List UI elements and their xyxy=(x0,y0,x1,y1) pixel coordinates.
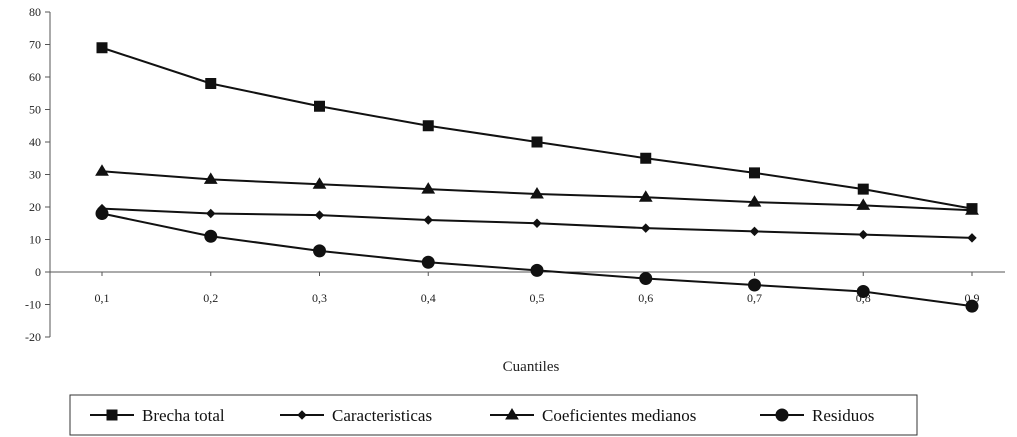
data-point xyxy=(95,164,109,176)
y-tick-label: 30 xyxy=(29,168,41,182)
data-point xyxy=(203,172,218,184)
y-tick-label: 40 xyxy=(29,135,41,149)
y-axis: 80 70 60 50 40 30 20 10 0 -10 -20 xyxy=(25,5,51,344)
data-point xyxy=(204,229,218,243)
y-tick-label: 60 xyxy=(29,70,41,84)
x-tick-label: 0,4 xyxy=(421,291,436,305)
x-axis: 0,10,20,30,40,50,60,70,80,9 xyxy=(50,271,1005,305)
legend-marker xyxy=(775,408,789,422)
y-tick-label: 20 xyxy=(29,200,41,214)
y-tick-label: -10 xyxy=(25,298,41,312)
y-tick-label: -20 xyxy=(25,330,41,344)
data-point xyxy=(749,167,760,179)
data-point xyxy=(314,210,325,220)
data-point xyxy=(530,187,544,199)
data-point xyxy=(749,226,760,237)
x-tick-label: 0,5 xyxy=(530,291,545,305)
data-point xyxy=(748,278,761,292)
data-point xyxy=(857,183,869,195)
legend-marker xyxy=(106,409,118,421)
series-circle xyxy=(95,207,979,313)
data-point xyxy=(421,255,435,269)
legend-marker xyxy=(505,408,519,420)
data-point xyxy=(858,229,868,240)
y-tick-label: 80 xyxy=(29,5,41,19)
data-point xyxy=(531,136,543,148)
data-point xyxy=(965,203,979,215)
y-tick-label: 70 xyxy=(29,38,41,52)
y-tick-label: 0 xyxy=(35,265,41,279)
data-point xyxy=(967,233,977,243)
legend-label: Brecha total xyxy=(142,406,225,425)
data-point xyxy=(314,100,325,112)
data-point xyxy=(312,177,327,189)
legend-label: Caracteristicas xyxy=(332,406,432,425)
legend-label: Residuos xyxy=(812,406,874,425)
data-point xyxy=(641,223,651,233)
series-triangle xyxy=(95,164,979,215)
data-point xyxy=(856,285,870,298)
data-point xyxy=(856,198,871,210)
series-diamond xyxy=(97,203,977,243)
data-point xyxy=(313,244,326,258)
x-tick-label: 0,3 xyxy=(312,291,327,305)
data-point xyxy=(205,78,217,89)
x-tick-label: 0,6 xyxy=(638,291,653,305)
data-point xyxy=(530,263,544,277)
y-tick-label: 50 xyxy=(29,103,41,117)
data-point xyxy=(638,190,653,202)
x-tick-label: 0,2 xyxy=(203,291,218,305)
data-point xyxy=(639,272,653,285)
data-point xyxy=(640,152,652,164)
data-point xyxy=(206,208,216,219)
x-tick-label: 0,7 xyxy=(747,291,762,305)
series-square xyxy=(96,42,978,215)
y-tick-label: 10 xyxy=(29,233,41,247)
data-point xyxy=(747,195,762,207)
x-tick-label: 0,1 xyxy=(95,291,110,305)
data-point xyxy=(96,42,108,54)
series-layer xyxy=(95,42,979,313)
legend: Brecha total Caracteristicas Coeficientes … xyxy=(69,394,918,436)
data-point xyxy=(421,182,436,194)
data-point xyxy=(965,299,979,313)
x-axis-title: Cuantiles xyxy=(503,359,560,375)
legend-marker xyxy=(297,410,307,420)
data-point xyxy=(422,120,434,132)
series-line xyxy=(101,46,973,210)
data-point xyxy=(95,207,109,220)
data-point xyxy=(532,218,542,228)
legend-label: Coeficientes medianos xyxy=(542,406,696,425)
data-point xyxy=(423,215,433,225)
